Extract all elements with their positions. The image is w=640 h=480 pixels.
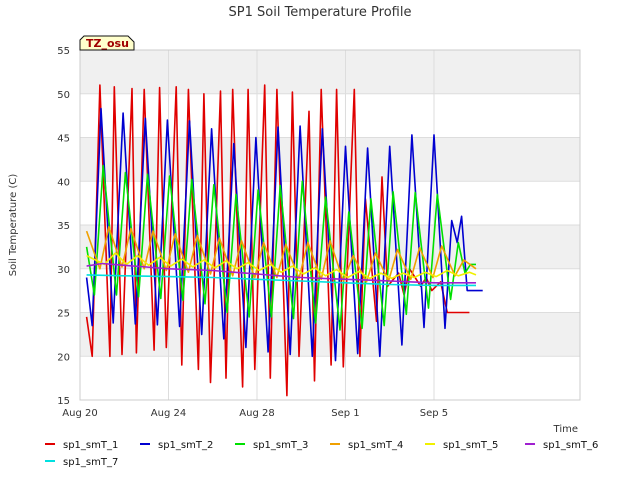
x-tick-label: Sep 5 (420, 408, 448, 419)
series-line-sp1_smT_4 (85, 226, 477, 283)
y-tick-label: 35 (57, 221, 70, 232)
plot-band (80, 137, 580, 182)
series-line-sp1_smT_2 (85, 107, 483, 362)
series-line-sp1_smT_5 (86, 252, 477, 280)
legend-label: sp1_smT_3 (253, 440, 308, 451)
y-tick-label: 15 (57, 396, 70, 407)
chart-title: SP1 Soil Temperature Profile (229, 5, 412, 20)
legend-label: sp1_smT_6 (543, 440, 598, 451)
legend-label: sp1_smT_1 (63, 440, 118, 451)
plot-band (80, 93, 580, 138)
y-tick-label: 25 (57, 309, 70, 320)
badge-label: TZ_osu (86, 37, 129, 50)
y-tick-label: 40 (57, 177, 70, 188)
y-tick-label: 55 (57, 46, 70, 57)
legend-label: sp1_smT_2 (158, 440, 213, 451)
plot-band (80, 50, 580, 94)
x-tick-label: Aug 20 (62, 408, 97, 419)
y-tick-labels: 15 20 25 30 35 40 45 50 55 (57, 46, 70, 407)
badge-shape (79, 35, 135, 51)
y-tick-label: 30 (57, 265, 70, 276)
plot-frame (79, 49, 581, 401)
y-axis-title: Soil Temperature (C) (8, 174, 19, 277)
series-line-sp1_smT_7 (86, 274, 476, 287)
legend-label: sp1_smT_5 (443, 440, 498, 451)
y-tick-label: 45 (57, 134, 70, 145)
legend: sp1_smT_1 sp1_smT_2 sp1_smT_3 sp1_smT_4 sp1_… (45, 440, 598, 468)
x-tick-label: Aug 28 (239, 408, 274, 419)
x-tick-labels: Aug 20 Aug 24 Aug 28 Sep 1 Sep 5 (62, 408, 448, 419)
x-tick-label: Aug 24 (151, 408, 186, 419)
series-line-sp1_smT_6 (86, 262, 476, 284)
legend-label: sp1_smT_4 (348, 440, 403, 451)
plot-band (80, 181, 580, 225)
series-line-sp1_smT_3 (85, 164, 476, 331)
station-badge: TZ_osu (79, 35, 135, 51)
y-tick-label: 20 (57, 352, 70, 363)
legend-label: sp1_smT_7 (63, 457, 118, 468)
x-axis-title: Time (553, 424, 578, 435)
x-tick-label: Sep 1 (331, 408, 359, 419)
series-layer (85, 84, 483, 397)
plot-band (80, 356, 580, 400)
y-tick-label: 50 (57, 90, 70, 101)
